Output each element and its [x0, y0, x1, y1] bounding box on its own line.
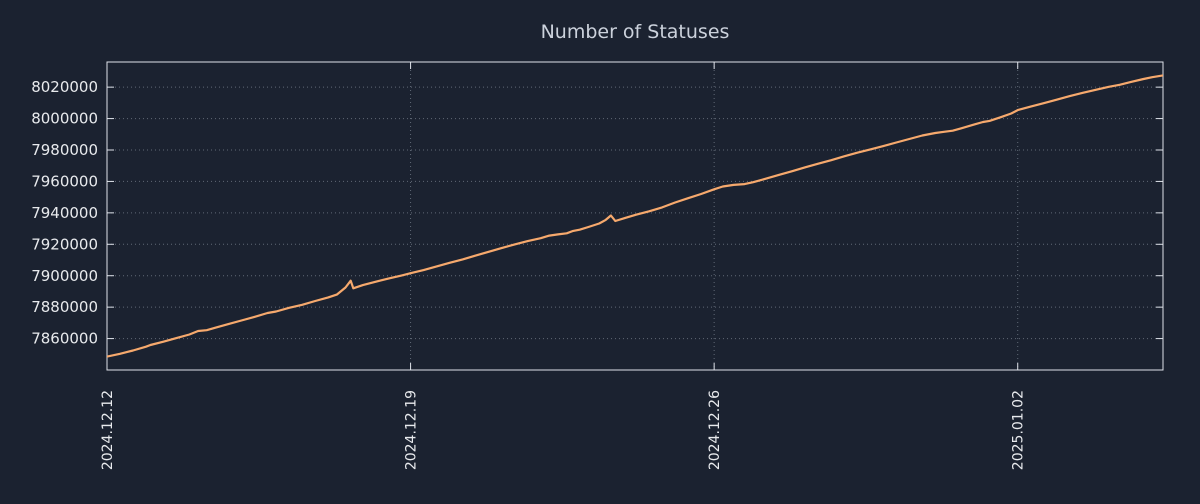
y-axis-tick-label: 7980000 [31, 141, 98, 159]
y-axis-tick-label: 7920000 [31, 235, 98, 253]
y-axis-tick-label: 8000000 [31, 110, 98, 128]
y-axis-tick-label: 7940000 [31, 204, 98, 222]
y-axis-tick-label: 7960000 [31, 173, 98, 191]
plot-border [106, 61, 1164, 371]
y-axis-tick-label: 8020000 [31, 78, 98, 96]
grid-layer [106, 62, 1163, 370]
data-line-statuses [107, 74, 1163, 358]
x-axis-tick-label: 2024.12.19 [404, 390, 420, 470]
axis-layer [106, 61, 1164, 371]
x-axis-tick-label: 2024.12.12 [100, 390, 116, 470]
chart-title: Number of Statuses [541, 21, 730, 43]
series-layer [107, 74, 1163, 358]
x-axis-tick-label: 2024.12.26 [707, 390, 723, 470]
y-axis-tick-label: 7880000 [31, 298, 98, 316]
x-axis-tick-label: 2025.01.02 [1011, 390, 1027, 470]
y-axis-tick-label: 7860000 [31, 330, 98, 348]
y-axis-tick-label: 7900000 [31, 267, 98, 285]
label-layer: 7860000 7880000 7900000 7920000 7940000 79600… [31, 78, 1027, 470]
